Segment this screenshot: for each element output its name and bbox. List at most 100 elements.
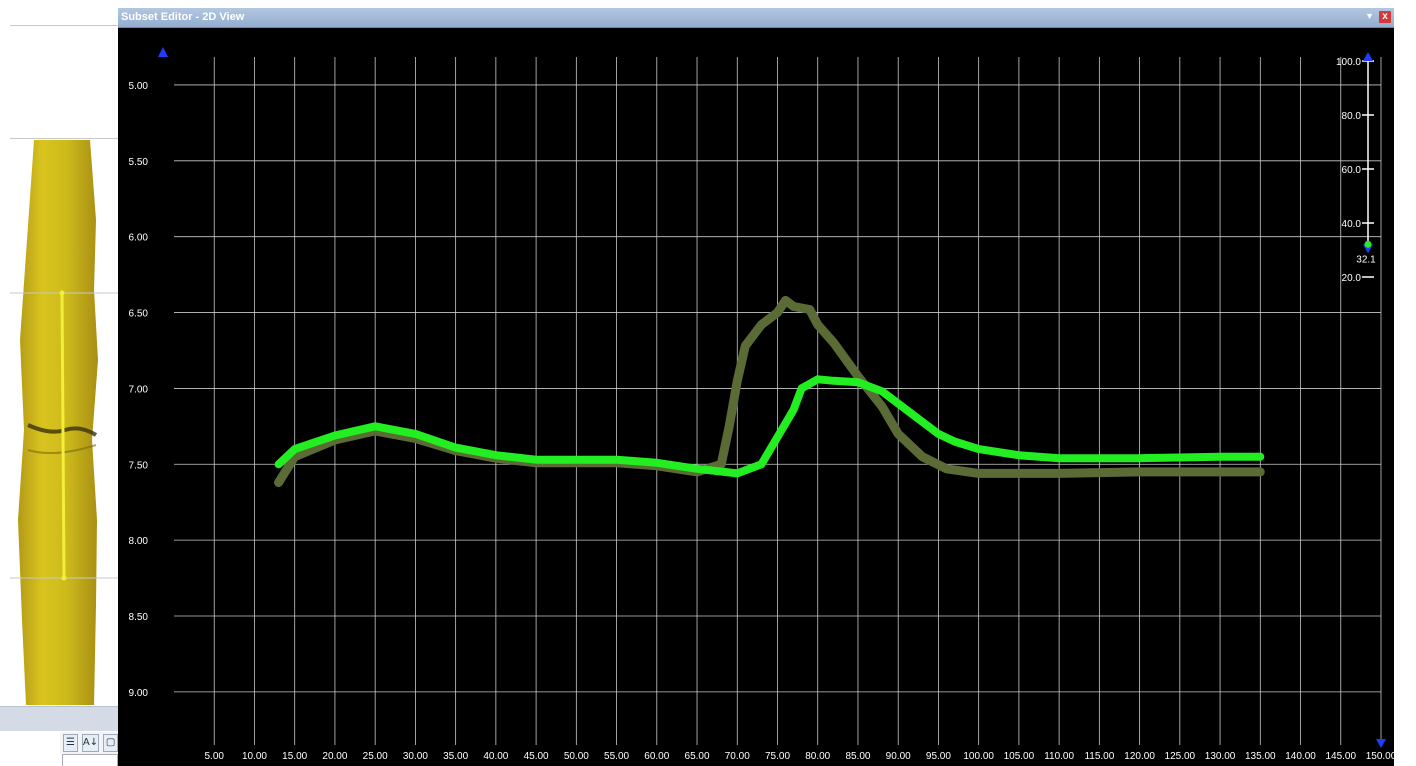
data-point [533,456,540,463]
terrain-feature [27,423,98,437]
data-point [1056,470,1063,477]
x-tick-label: 30.00 [403,751,428,762]
x-tick-label: 105.00 [1004,751,1035,762]
data-point [855,373,861,380]
data-point [975,446,982,453]
x-tick-label: 75.00 [765,751,790,762]
property-pages-button[interactable]: ▢ [103,734,118,752]
categorized-view-button[interactable]: ☰ [63,734,78,752]
data-point [742,342,749,349]
x-tick-label: 50.00 [564,751,589,762]
x-tick-label: 80.00 [805,751,830,762]
x-tick-label: 55.00 [604,751,629,762]
data-point [613,456,620,463]
subset-editor-window: Subset Editor - 2D View ▼ x 5.00 5.50 6.00… [118,8,1394,766]
data-point [919,453,926,460]
y-tick-label: 5.50 [129,157,149,168]
data-point [790,406,797,413]
data-point [653,459,660,466]
data-point [1217,468,1224,475]
y-tick-label: 7.50 [129,460,149,471]
data-point [1015,452,1022,459]
close-button[interactable]: x [1379,11,1391,23]
sort-az-button[interactable]: A↓ [81,734,100,752]
x-tick-label: 100.00 [963,751,994,762]
data-point [331,432,338,439]
y-tick-label: 8.50 [129,612,149,623]
x-tick-label: 125.00 [1165,751,1196,762]
data-point [1136,468,1143,475]
slider-lower-value: 32.1 [1356,254,1376,265]
x-tick-label: 145.00 [1325,751,1356,762]
y-tick-label: 6.00 [129,233,149,244]
plot-grid [174,57,1382,745]
data-point [895,430,902,437]
data-point [830,377,837,384]
divider [10,25,118,26]
window-title: Subset Editor - 2D View [121,11,245,23]
y-tick-label: 8.00 [129,536,149,547]
data-point [758,461,765,468]
profile-line[interactable] [60,292,66,579]
data-point [573,456,580,463]
divider [10,138,118,139]
y-tick-label: 6.50 [129,309,149,320]
x-tick-label: 25.00 [363,751,388,762]
x-tick-label: 150.00 [1366,751,1394,762]
x-tick-label: 45.00 [524,751,549,762]
data-point [291,446,298,453]
title-bar[interactable]: Subset Editor - 2D View ▼ x [118,8,1394,28]
data-point [372,423,379,430]
x-tick-label: 95.00 [926,751,951,762]
x-tick-label: 140.00 [1285,751,1316,762]
slider-top-handle[interactable] [1363,52,1373,61]
y-tick-label: 9.00 [129,688,149,699]
slider-current-marker[interactable] [1364,240,1372,248]
data-point [814,321,821,328]
data-point [412,430,419,437]
value-slider[interactable]: 100.0 80.0 60.0 40.0 20.0 32.1 [1336,52,1376,284]
data-point [895,400,902,407]
data-point [951,438,958,445]
data-point [275,461,282,468]
data-point [1136,455,1143,462]
x-axis-labels: 5.00 10.00 15.00 20.00 25.00 30.00 35.00 40.00 4… [204,751,1394,762]
window-edge [1394,0,1416,766]
slider-tick-label: 40.0 [1342,219,1362,230]
x-tick-label: 20.00 [322,751,347,762]
x-scroll-end-arrow[interactable] [1376,739,1386,748]
data-point [492,452,499,459]
data-point [694,465,700,472]
data-point [774,309,781,316]
data-point [814,376,821,383]
slider-tick-label: 80.0 [1342,111,1362,122]
data-point [1257,453,1264,460]
data-point [774,434,781,440]
profile-start-point[interactable] [59,290,65,296]
data-point [798,385,805,392]
x-tick-label: 70.00 [725,751,750,762]
property-field[interactable] [62,754,118,766]
dropdown-arrow-icon[interactable]: ▼ [1365,11,1374,21]
x-tick-label: 35.00 [443,751,468,762]
data-point [855,379,861,386]
series-line-2 [274,375,1265,478]
x-tick-label: 60.00 [644,751,669,762]
x-tick-label: 130.00 [1205,751,1236,762]
categorized-list-icon: ☰ [65,737,75,748]
y-tick-label: 7.00 [129,384,149,395]
map-view[interactable] [0,140,118,705]
x-tick-label: 5.00 [204,751,224,762]
profile-plot[interactable]: 5.00 5.50 6.00 6.50 7.00 7.50 8.00 8.50 9.00 5.0… [118,28,1394,766]
terrain-feature [27,444,97,454]
left-panel: ☰ A↓ ▢ [0,0,118,766]
data-point [758,321,765,328]
data-point [943,465,950,472]
profile-end-point[interactable] [61,575,67,581]
y-scroll-up-arrow[interactable] [158,47,168,57]
data-point [830,339,837,346]
data-point [782,297,789,304]
x-tick-label: 15.00 [282,751,307,762]
series-layer [274,295,1265,487]
data-point [718,461,725,468]
